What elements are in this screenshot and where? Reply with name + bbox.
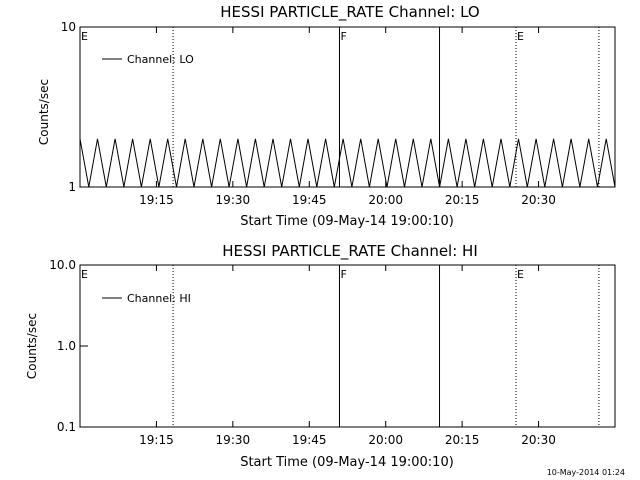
hi-x-tick-label: 20:15 (445, 433, 480, 447)
panel-lo-title: HESSI PARTICLE_RATE Channel: LO (220, 3, 479, 22)
lo-x-tick-label: 20:00 (368, 193, 403, 207)
panel-hi: HESSI PARTICLE_RATE Channel: HI E F E 19:1… (25, 242, 616, 470)
hi-y-tick-label: 0.1 (57, 420, 76, 434)
lo-x-tick-label: 19:15 (139, 193, 174, 207)
hi-event-marker-label: E (81, 268, 88, 281)
panel-lo-x-axis: 19:15 19:30 19:45 20:00 20:15 20:30 (139, 27, 556, 207)
hi-event-marker-label: E (517, 268, 524, 281)
panel-hi-legend-label: Channel: HI (127, 292, 191, 305)
panel-hi-x-axis: 19:15 19:30 19:45 20:00 20:15 20:30 (139, 265, 556, 447)
lo-x-tick-label: 19:30 (216, 193, 251, 207)
hi-x-tick-label: 20:30 (521, 433, 556, 447)
panel-hi-y-axis-label: Counts/sec (25, 313, 39, 379)
panel-lo-y-axis-label: Counts/sec (37, 79, 51, 145)
lo-event-marker-label: E (81, 30, 88, 43)
panel-lo-x-axis-label: Start Time (09-May-14 19:00:10) (240, 214, 454, 229)
lo-x-tick-label: 20:30 (521, 193, 556, 207)
hi-x-tick-label: 19:15 (139, 433, 174, 447)
panel-lo-series-line (79, 138, 616, 188)
lo-x-tick-label: 19:45 (292, 193, 327, 207)
panel-hi-y-axis: 0.1 1.0 10.0 (49, 258, 88, 434)
hi-x-tick-label: 19:45 (292, 433, 327, 447)
lo-event-marker-label: E (517, 30, 524, 43)
panel-hi-x-axis-label: Start Time (09-May-14 19:00:10) (240, 455, 454, 470)
hi-y-tick-label: 1.0 (57, 339, 76, 353)
panel-hi-title: HESSI PARTICLE_RATE Channel: HI (222, 242, 478, 261)
panel-lo: HESSI PARTICLE_RATE Channel: LO E F E 19:1… (37, 3, 616, 229)
panel-lo-legend-label: Channel: LO (127, 53, 194, 66)
lo-x-tick-label: 20:15 (445, 193, 480, 207)
hi-x-tick-label: 19:30 (216, 433, 251, 447)
hi-x-tick-label: 20:00 (368, 433, 403, 447)
hi-event-marker-label: F (340, 268, 346, 281)
lo-event-marker-label: F (340, 30, 346, 43)
panel-lo-y-axis: 1 10 (61, 20, 88, 194)
footer-timestamp: 10-May-2014 01:24 (547, 468, 625, 477)
hi-y-tick-label: 10.0 (49, 258, 76, 272)
lo-y-tick-label: 1 (68, 180, 76, 194)
panel-lo-frame (79, 26, 616, 188)
lo-y-tick-label: 10 (61, 20, 76, 34)
